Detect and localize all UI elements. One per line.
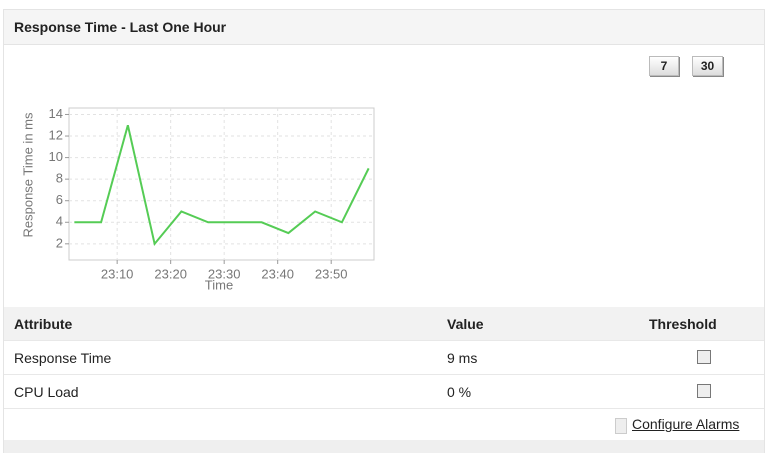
y-axis-label: Response Time in ms — [20, 112, 35, 237]
period-button[interactable]: 7 — [649, 56, 679, 76]
x-tick-label: 23:30 — [208, 266, 241, 281]
table-header: Attribute Value Threshold — [4, 307, 764, 341]
panel-title: Response Time - Last One Hour — [14, 19, 227, 35]
y-tick-label: 8 — [56, 171, 63, 186]
configure-alarms-link[interactable]: Configure Alarms — [632, 416, 740, 432]
y-tick-label: 10 — [49, 149, 63, 164]
line — [74, 124, 370, 247]
table-row: CPU Load 0 % — [4, 375, 764, 409]
x-tick-label: 23:50 — [315, 266, 348, 281]
column-header: Attribute — [14, 316, 73, 332]
panel-header: Response Time - Last One Hour — [4, 10, 764, 45]
y-tick-label: 12 — [49, 127, 63, 142]
x-tick-label: 23:10 — [101, 266, 134, 281]
y-tick-label: 4 — [56, 214, 63, 229]
plot-area — [68, 107, 375, 261]
cell: 0 % — [447, 384, 472, 400]
panel-footer — [4, 440, 764, 453]
cell: CPU Load — [14, 384, 79, 400]
x-tick-label: 23:20 — [154, 266, 187, 281]
period-button[interactable]: 30 — [692, 56, 723, 76]
threshold-icon[interactable] — [697, 350, 711, 364]
column-header: Value — [447, 316, 484, 332]
y-tick-label: 6 — [56, 192, 63, 207]
threshold-icon[interactable] — [697, 384, 711, 398]
alarm-icon — [615, 418, 627, 434]
table-row: Response Time 9 ms — [4, 341, 764, 375]
x-tick-label: 23:40 — [261, 266, 294, 281]
panel: Response Time - Last One Hour 7 30 Respo… — [3, 9, 765, 453]
cell: Response Time — [14, 350, 112, 366]
column-header: Threshold — [649, 316, 717, 332]
cell: 9 ms — [447, 350, 478, 366]
x-axis-label: Time — [205, 277, 233, 292]
chart: Response Time in ms Time 2 4 6 8 10 12 14 23:10… — [20, 106, 375, 292]
y-tick-label: 2 — [56, 235, 63, 250]
y-tick-label: 14 — [49, 106, 63, 121]
